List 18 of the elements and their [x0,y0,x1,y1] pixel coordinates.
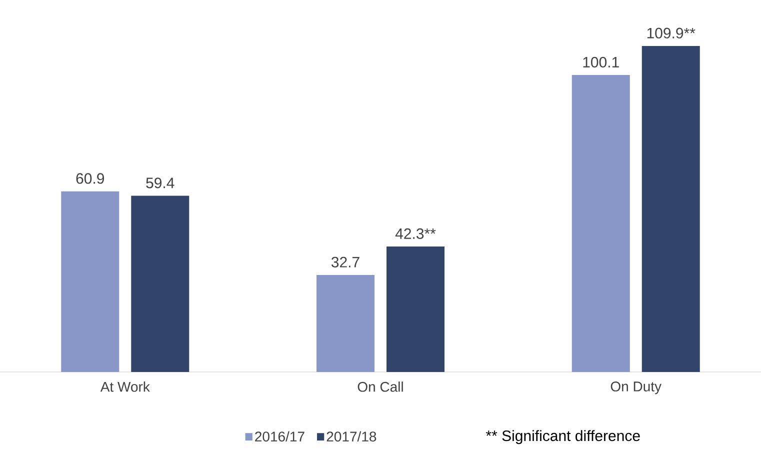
bar [386,246,445,372]
bar [642,46,700,372]
bar [131,196,190,372]
x-tick-label: At Work [100,382,150,392]
data-label: 109.9** [647,28,696,38]
bar [61,191,120,372]
data-label: 100.1 [583,56,619,68]
data-label: 42.3** [395,228,436,239]
legend-label: 2016/17 [255,431,304,442]
bar [316,274,375,372]
legend-label: 2017/18 [326,431,376,442]
bar [572,75,630,372]
data-label: 60.9 [76,173,104,184]
data-label: 32.7 [331,256,360,268]
text: ** Significant difference [486,430,640,444]
x-tick-label: On Duty [610,382,662,394]
x-tick-label: On Call [358,382,403,392]
data-label: 59.4 [146,178,174,188]
